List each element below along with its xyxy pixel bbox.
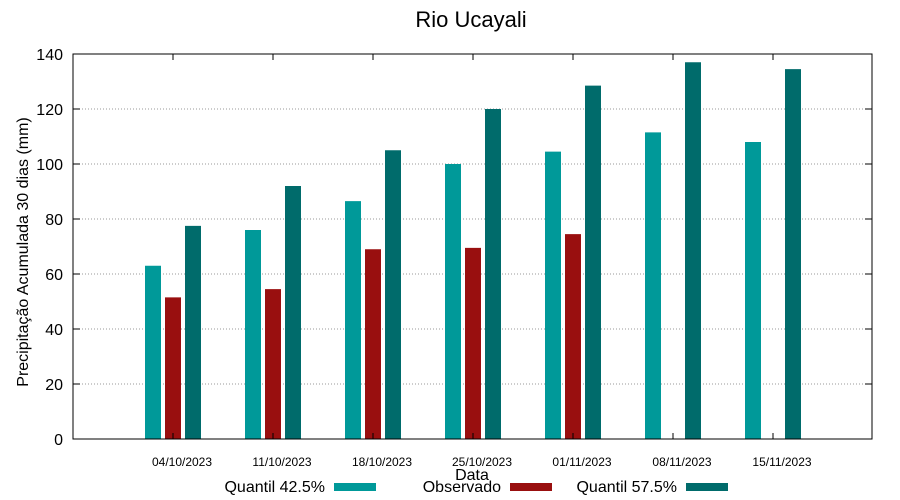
legend-label: Quantil 57.5% bbox=[576, 479, 677, 496]
bars-layer bbox=[145, 62, 801, 439]
bar-quantil-42-5 bbox=[245, 230, 261, 439]
legend-label: Quantil 42.5% bbox=[224, 479, 325, 496]
y-tick-label: 40 bbox=[45, 322, 63, 339]
bar-quantil-57-5 bbox=[485, 109, 501, 439]
legend: Quantil 42.5% Observado Quantil 57.5% bbox=[224, 479, 728, 496]
x-axis-label: Data bbox=[455, 467, 489, 484]
legend-label: Observado bbox=[423, 479, 501, 496]
bar-quantil-42-5 bbox=[645, 132, 661, 439]
bar-quantil-42-5 bbox=[445, 164, 461, 439]
bar-observado bbox=[165, 297, 181, 439]
x-tick-label: 25/10/2023 bbox=[452, 455, 512, 469]
x-tick-label: 04/10/2023 bbox=[152, 455, 212, 469]
y-tick-label: 140 bbox=[36, 47, 63, 64]
legend-swatch bbox=[686, 483, 728, 491]
bar-observado bbox=[565, 234, 581, 439]
legend-swatch bbox=[510, 483, 552, 491]
y-tick-label: 20 bbox=[45, 377, 63, 394]
chart-title: Rio Ucayali bbox=[415, 7, 526, 32]
bar-quantil-42-5 bbox=[145, 265, 161, 439]
y-axis-label: Precipitação Acumulada 30 dias (mm) bbox=[15, 117, 32, 386]
bar-quantil-42-5 bbox=[345, 201, 361, 439]
bar-quantil-57-5 bbox=[185, 225, 201, 439]
bar-observado bbox=[365, 249, 381, 439]
bar-observado bbox=[465, 247, 481, 439]
x-tick-label: 18/10/2023 bbox=[352, 455, 412, 469]
bar-quantil-57-5 bbox=[585, 85, 601, 439]
bar-quantil-57-5 bbox=[385, 150, 401, 439]
y-tick-label: 100 bbox=[36, 157, 63, 174]
bar-quantil-57-5 bbox=[685, 62, 701, 439]
y-tick-label: 80 bbox=[45, 212, 63, 229]
bar-quantil-42-5 bbox=[545, 151, 561, 439]
bar-quantil-57-5 bbox=[285, 186, 301, 439]
y-tick-label: 60 bbox=[45, 267, 63, 284]
bar-quantil-57-5 bbox=[785, 69, 801, 439]
x-tick-label: 15/11/2023 bbox=[752, 455, 811, 469]
bar-observado bbox=[265, 289, 281, 439]
bar-quantil-42-5 bbox=[745, 142, 761, 439]
y-tick-label: 120 bbox=[36, 102, 63, 119]
x-tick-label: 11/10/2023 bbox=[252, 455, 311, 469]
y-tick-label: 0 bbox=[54, 432, 63, 449]
y-ticks: 0 20 40 60 80 100 120 140 bbox=[36, 47, 872, 449]
legend-swatch bbox=[334, 483, 376, 491]
x-tick-label: 08/11/2023 bbox=[652, 455, 711, 469]
x-ticks: 04/10/2023 11/10/2023 18/10/2023 25/10/2023… bbox=[152, 54, 812, 469]
x-tick-label: 01/11/2023 bbox=[552, 455, 611, 469]
